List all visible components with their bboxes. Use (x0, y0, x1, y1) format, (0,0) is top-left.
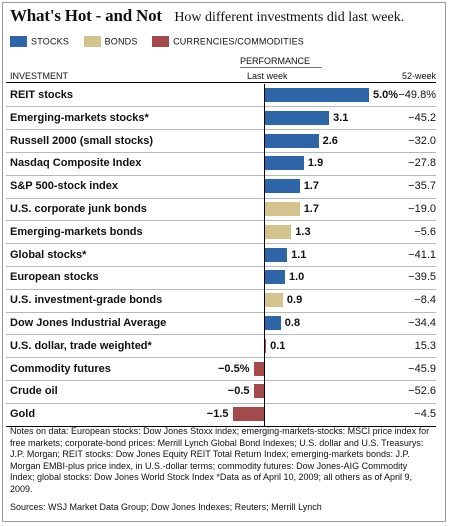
value-label-global-stocks: 1.1 (291, 248, 307, 261)
row-label-dow-jones-industrial-average: Dow Jones Industrial Average (10, 317, 167, 329)
investment-header: INVESTMENT (10, 71, 69, 81)
row-label-russell-2000-small-stocks: Russell 2000 (small stocks) (10, 134, 154, 147)
fifty-two-week-nasdaq-composite-index: −27.8 (408, 157, 436, 170)
row-rule (6, 379, 436, 381)
bar-european-stocks (264, 270, 285, 285)
chart-frame (2, 2, 446, 522)
value-label-european-stocks: 1.0 (289, 271, 305, 284)
row-label-emerging-markets-stocks: Emerging-markets stocks* (10, 111, 149, 124)
row-rule (6, 106, 436, 108)
last-week-header: Last week (247, 71, 288, 81)
row-label-emerging-markets-bonds: Emerging-markets bonds (10, 225, 143, 238)
bar-nasdaq-composite-index (264, 156, 304, 171)
fifty-two-week-emerging-markets-stocks: −45.2 (408, 111, 436, 124)
legend-item-currencies: CURRENCIES/COMMODITIES (152, 36, 304, 48)
value-label-russell-2000-small-stocks: 2.6 (322, 134, 338, 147)
fifty-two-week-s-p-500-stock-index: −35.7 (408, 180, 436, 193)
row-rule (6, 151, 436, 153)
fifty-two-week-u-s-corporate-junk-bonds: −19.0 (408, 203, 436, 215)
row-rule (6, 174, 436, 176)
header-rule (6, 82, 436, 83)
bar-emerging-markets-bonds (264, 224, 292, 239)
row-rule (6, 334, 436, 336)
row-label-s-p-500-stock-index: S&P 500-stock index (10, 180, 119, 193)
row-label-reit-stocks: REIT stocks (10, 89, 73, 101)
row-label-u-s-corporate-junk-bonds: U.S. corporate junk bonds (10, 203, 147, 215)
row-label-u-s-investment-grade-bonds: U.S. investment-grade bonds (10, 294, 163, 307)
row-rule (6, 357, 436, 359)
row-label-european-stocks: European stocks (10, 271, 99, 284)
notes-text: Notes on data: European stocks: Dow Jone… (10, 426, 430, 494)
legend-swatch-currencies (152, 36, 170, 48)
value-label-u-s-dollar-trade-weighted: 0.1 (270, 339, 286, 352)
legend-swatch-bonds (83, 36, 101, 48)
legend-item-bonds: BONDS (83, 36, 138, 48)
bar-reit-stocks (264, 88, 369, 102)
value-label-commodity-futures: −0.5% (218, 362, 250, 375)
row-rule (6, 220, 436, 222)
fifty-two-week-header: 52-week (401, 71, 436, 81)
fifty-two-week-dow-jones-industrial-average: −34.4 (408, 317, 436, 329)
legend-label-bonds: BONDS (104, 36, 138, 47)
zero-axis-line (264, 84, 265, 426)
value-label-dow-jones-industrial-average: 0.8 (284, 317, 301, 329)
value-label-nasdaq-composite-index: 1.9 (307, 157, 324, 170)
row-label-global-stocks: Global stocks* (10, 248, 87, 261)
fifty-two-week-crude-oil: −52.6 (408, 385, 436, 398)
performance-header-rule (240, 67, 322, 68)
chart-title: What's Hot - and Not (10, 6, 162, 25)
fifty-two-week-commodity-futures: −45.9 (408, 362, 436, 375)
fifty-two-week-reit-stocks: −49.8% (398, 89, 436, 101)
bar-emerging-markets-stocks (264, 110, 330, 125)
legend-label-stocks: STOCKS (31, 36, 70, 47)
bar-russell-2000-small-stocks (264, 133, 319, 148)
bar-u-s-investment-grade-bonds (264, 293, 283, 308)
value-label-s-p-500-stock-index: 1.7 (303, 180, 319, 193)
sources-text: Sources: WSJ Market Data Group; Dow Jone… (10, 502, 322, 512)
fifty-two-week-u-s-dollar-trade-weighted: 15.3 (414, 339, 436, 352)
row-rule (6, 265, 436, 267)
fifty-two-week-emerging-markets-bonds: −5.6 (414, 225, 436, 238)
row-rule (6, 243, 436, 245)
value-label-reit-stocks: 5.0% (373, 89, 399, 101)
fifty-two-week-european-stocks: −39.5 (408, 271, 436, 284)
row-label-u-s-dollar-trade-weighted: U.S. dollar, trade weighted* (10, 339, 152, 352)
bar-u-s-corporate-junk-bonds (264, 202, 300, 216)
row-label-crude-oil: Crude oil (10, 385, 58, 398)
row-rule (6, 311, 436, 313)
performance-header: PERFORMANCE (240, 56, 311, 66)
bar-dow-jones-industrial-average (264, 316, 281, 330)
bar-crude-oil (253, 384, 264, 399)
value-label-u-s-corporate-junk-bonds: 1.7 (303, 203, 319, 215)
notes-block: Notes on data: European stocks: Dow Jone… (10, 426, 434, 514)
legend-swatch-stocks (10, 36, 27, 48)
fifty-two-week-u-s-investment-grade-bonds: −8.4 (414, 294, 436, 307)
fifty-two-week-global-stocks: −41.1 (408, 248, 436, 261)
value-label-gold: −1.5 (206, 408, 229, 421)
bar-u-s-dollar-trade-weighted (264, 338, 267, 353)
value-label-emerging-markets-bonds: 1.3 (295, 225, 311, 238)
bottom-rule (6, 426, 436, 427)
title-row: What's Hot - and Not How different inves… (10, 6, 404, 26)
row-rule (6, 402, 436, 404)
value-label-crude-oil: −0.5 (227, 385, 250, 398)
chart-subtitle: How different investments did last week. (174, 10, 405, 25)
fifty-two-week-gold: −4.5 (414, 408, 436, 421)
row-rule (6, 288, 436, 290)
legend-item-stocks: STOCKS (10, 36, 70, 48)
bar-s-p-500-stock-index (264, 179, 300, 194)
fifty-two-week-russell-2000-small-stocks: −32.0 (408, 134, 436, 147)
row-rule (6, 197, 436, 199)
row-label-gold: Gold (10, 408, 36, 421)
legend-label-currencies: CURRENCIES/COMMODITIES (173, 36, 304, 47)
bar-global-stocks (264, 247, 288, 262)
legend: STOCKS BONDS CURRENCIES/COMMODITIES (10, 36, 316, 50)
row-rule (6, 129, 436, 131)
row-label-nasdaq-composite-index: Nasdaq Composite Index (10, 157, 142, 170)
bar-gold (232, 407, 264, 422)
value-label-u-s-investment-grade-bonds: 0.9 (286, 294, 303, 307)
bar-commodity-futures (253, 361, 264, 376)
row-label-commodity-futures: Commodity futures (10, 362, 111, 375)
value-label-emerging-markets-stocks: 3.1 (333, 111, 349, 124)
